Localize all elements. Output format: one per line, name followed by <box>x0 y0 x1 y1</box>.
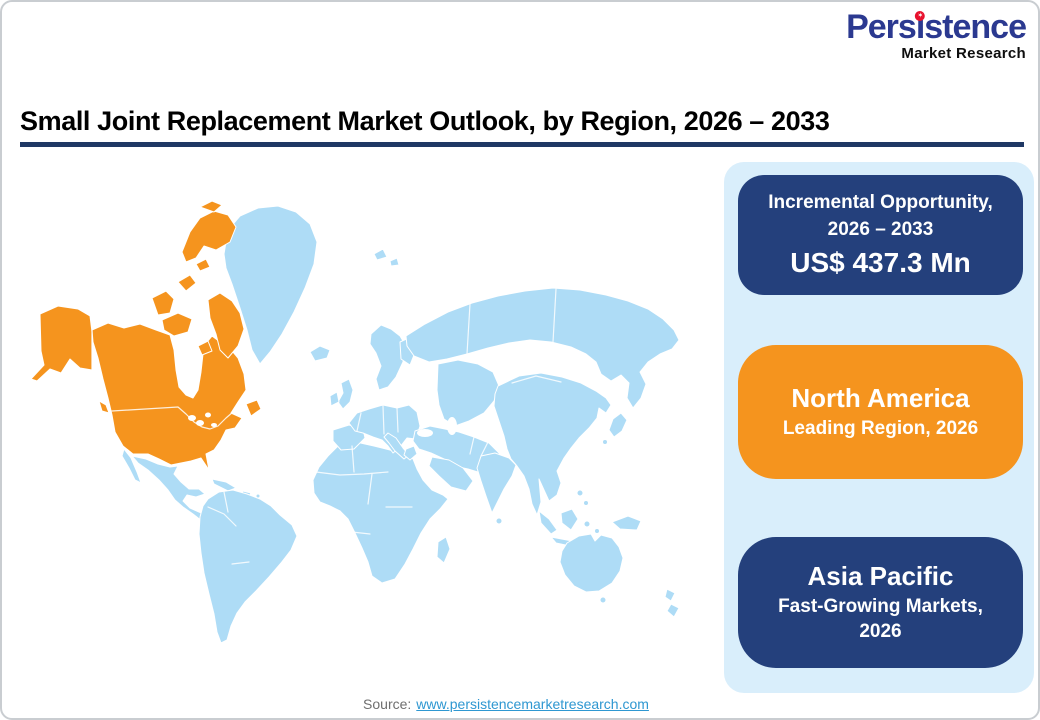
brand-text-post: stence <box>924 8 1027 46</box>
caspian-sea <box>447 417 457 435</box>
brand-red-star-icon <box>914 11 925 21</box>
central-asia <box>436 359 500 427</box>
leading-region-name: North America <box>791 383 970 414</box>
opportunity-label-line1: Incremental Opportunity, <box>768 192 993 214</box>
svalbard <box>373 248 388 261</box>
china-southeast-asia <box>493 372 612 516</box>
ireland <box>329 391 340 407</box>
new-guinea <box>611 515 642 531</box>
fast-growing-region-name: Asia Pacific <box>807 560 954 591</box>
india <box>476 452 517 514</box>
borneo <box>560 508 579 531</box>
great-lakes <box>188 415 196 421</box>
source-label: Source: <box>363 696 412 712</box>
mexico-central-america <box>131 455 207 522</box>
arctic-island <box>181 210 237 263</box>
fast-growing-caption-line2: 2026 <box>859 621 902 643</box>
alaska <box>30 305 93 382</box>
italy <box>383 432 410 460</box>
opportunity-label-line2: 2026 – 2033 <box>827 219 934 240</box>
cuba <box>211 478 237 492</box>
banks-island <box>151 290 175 316</box>
leading-region-caption: Leading Region, 2026 <box>782 418 979 440</box>
madagascar <box>436 536 451 564</box>
europe-mainland <box>348 404 421 454</box>
fast-growing-caption-line1: Fast-Growing Markets, <box>778 595 983 617</box>
africa <box>312 441 449 584</box>
source-line: Source: www.persistencemarketresearch.com <box>2 696 1024 712</box>
south-america <box>198 489 298 644</box>
source-link[interactable]: www.persistencemarketresearch.com <box>416 696 649 712</box>
black-sea <box>417 429 433 437</box>
baja-california <box>121 448 142 484</box>
title-underline <box>20 142 1024 147</box>
sumatra <box>538 510 558 535</box>
new-zealand-north <box>664 588 676 602</box>
region-north-america-highlight <box>30 200 262 471</box>
brand-letter-i: i <box>914 10 925 44</box>
map-country-borders <box>91 288 562 565</box>
australia <box>559 533 624 593</box>
brand-logo: Persistence Market Research <box>846 8 1027 62</box>
card-incremental-opportunity: Incremental Opportunity, 2026 – 2033 US$… <box>738 175 1023 295</box>
usa-canada-border <box>111 406 234 430</box>
card-north-america: North America Leading Region, 2026 <box>738 345 1023 479</box>
page-title: Small Joint Replacement Market Outlook, … <box>20 106 830 136</box>
brand-text-pre: Pers <box>846 8 917 46</box>
new-zealand-south <box>666 603 680 618</box>
brand-subtitle: Market Research <box>901 45 1026 62</box>
svalbard-east <box>389 257 400 267</box>
brand-name: Persistence <box>846 8 1027 46</box>
russia <box>405 287 680 409</box>
baffin-island <box>207 292 245 359</box>
world-map <box>30 200 680 644</box>
world-landmasses <box>121 205 680 644</box>
japan <box>608 412 628 438</box>
arabia <box>428 456 474 492</box>
vancouver-island <box>98 400 110 414</box>
card-asia-pacific: Asia Pacific Fast-Growing Markets, 2026 <box>738 537 1023 668</box>
opportunity-value: US$ 437.3 Mn <box>790 246 971 278</box>
iceland <box>309 345 331 362</box>
scandinavia <box>369 324 407 391</box>
newfoundland <box>245 399 262 417</box>
greece <box>403 445 418 461</box>
great-britain <box>337 378 354 410</box>
victoria-island <box>161 312 193 337</box>
map-lakes <box>188 412 457 437</box>
greenland <box>223 205 318 365</box>
